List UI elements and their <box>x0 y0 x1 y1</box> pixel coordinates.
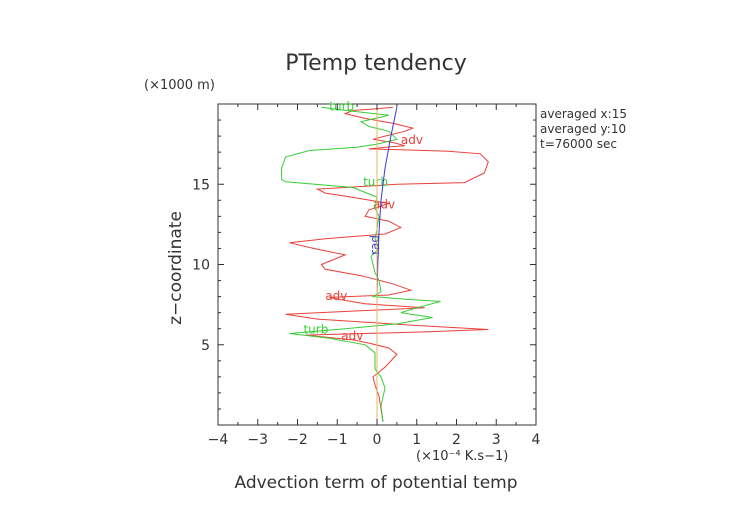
x-tick-label: −3 <box>247 432 268 448</box>
x-tick-label: −1 <box>327 432 348 448</box>
y-unit-label: (×1000 m) <box>144 78 215 93</box>
info-notes: averaged x:15 averaged y:10 t=76000 sec <box>540 107 627 151</box>
y-tick-label: 10 <box>192 258 210 274</box>
x-tick-label: −2 <box>287 432 308 448</box>
series-label-adv: adv <box>401 133 423 147</box>
series-line-rad <box>376 107 398 422</box>
series-label-rad: rad <box>368 235 382 255</box>
series-line-adv <box>285 106 489 422</box>
series-line-turb <box>281 106 441 422</box>
x-tick-label: 4 <box>532 432 541 448</box>
x-tick-label: −4 <box>208 432 229 448</box>
x-unit-label: (×10⁻⁴ K.s−1) <box>416 449 508 464</box>
x-axis-ticks: −4 −3 −2 −1 0 1 2 3 4 <box>208 104 541 448</box>
series-label-adv: adv <box>373 197 395 211</box>
series-label-adv: adv <box>325 289 347 303</box>
note-averaged-x: averaged x:15 <box>540 107 627 121</box>
chart-title: PTemp tendency <box>285 51 467 76</box>
x-axis-title: Advection term of potential temp <box>234 473 517 493</box>
series-label-adv: adv <box>341 329 363 343</box>
series-label-turb: turb <box>329 99 354 113</box>
x-tick-label: 3 <box>492 432 501 448</box>
y-axis-title: z−coordinate <box>166 211 186 325</box>
y-tick-label: 15 <box>192 177 210 193</box>
x-tick-label: 0 <box>373 432 382 448</box>
x-tick-label: 2 <box>452 432 461 448</box>
x-tick-label: 1 <box>412 432 421 448</box>
note-averaged-y: averaged y:10 <box>540 122 626 136</box>
series-label-turb: turb <box>303 323 328 337</box>
note-time: t=76000 sec <box>540 137 617 151</box>
y-tick-label: 5 <box>201 338 210 354</box>
y-axis-ticks: 5 10 15 <box>192 119 536 410</box>
series-label-turb: turb <box>363 175 388 189</box>
